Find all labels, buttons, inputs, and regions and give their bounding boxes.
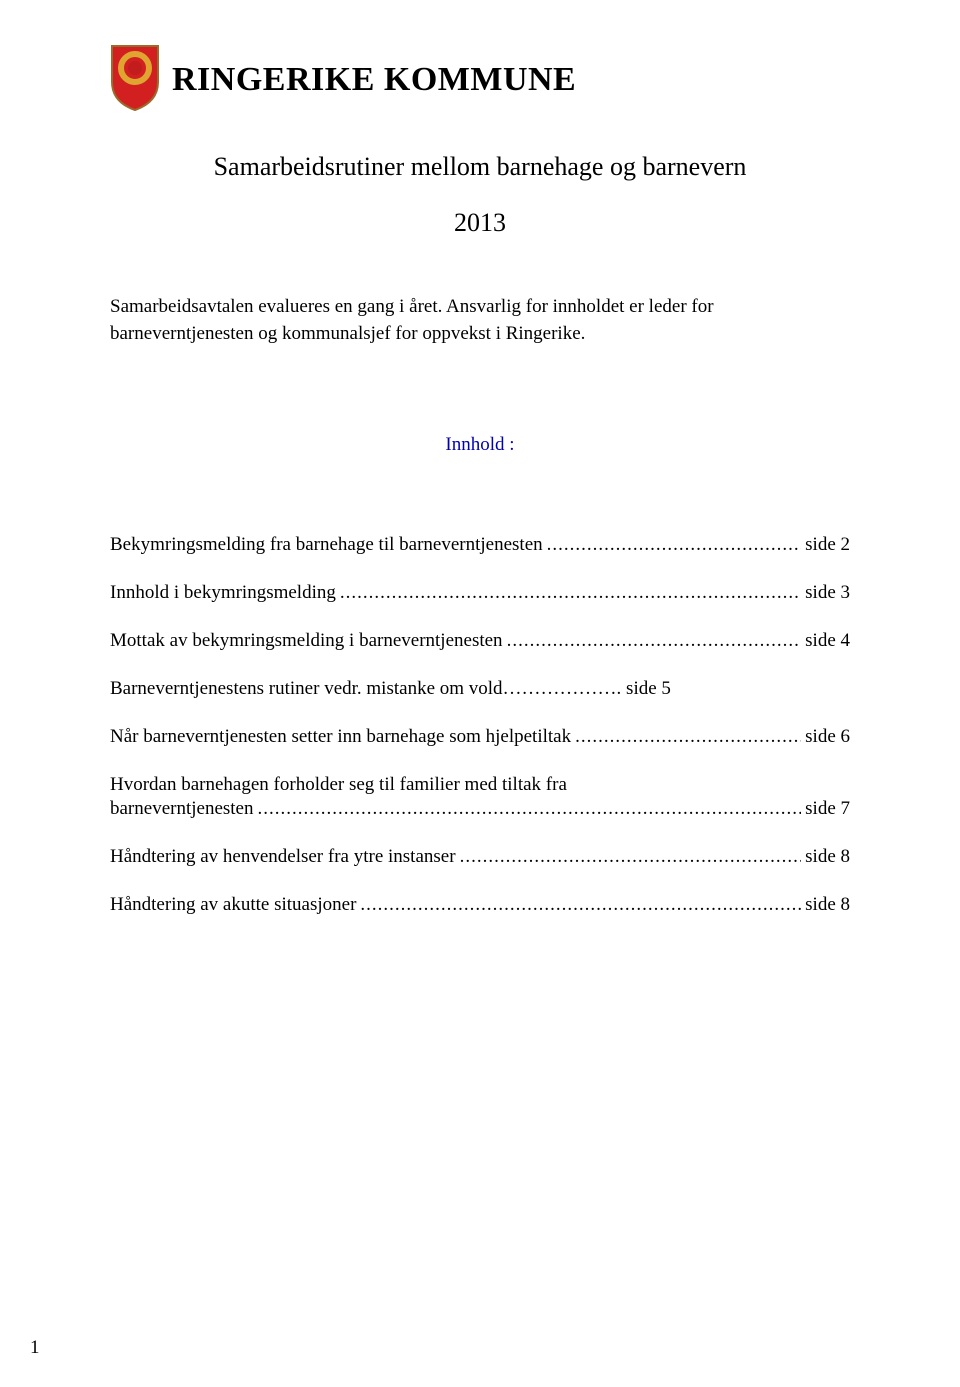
toc-page: side 3 [805, 582, 850, 604]
document-page: RINGERIKE KOMMUNE Samarbeidsrutiner mell… [0, 0, 960, 916]
toc-label: Mottak av bekymringsmelding i barnevernt… [110, 630, 503, 652]
page-title: RINGERIKE KOMMUNE [172, 60, 576, 99]
toc-row: Mottak av bekymringsmelding i barnevernt… [110, 630, 850, 652]
toc-page: side 4 [805, 630, 850, 652]
page-number: 1 [30, 1337, 40, 1359]
toc-label: Hvordan barnehagen forholder seg til fam… [110, 774, 567, 796]
toc-page: side 8 [805, 894, 850, 916]
toc-label: barneverntjenesten [110, 798, 253, 820]
toc-label: Barneverntjenestens rutiner vedr. mistan… [110, 678, 671, 700]
toc-row: Håndtering av henvendelser fra ytre inst… [110, 846, 850, 868]
toc-page: side 2 [805, 534, 850, 556]
toc-row: barneverntjenesten side 7 [110, 798, 850, 820]
toc-dots [360, 894, 801, 916]
year: 2013 [110, 208, 850, 238]
toc-dots [507, 630, 800, 652]
toc-dots [547, 534, 802, 556]
toc-page: side 8 [805, 846, 850, 868]
toc-row: Innhold i bekymringsmelding side 3 [110, 582, 850, 604]
toc-label: Håndtering av akutte situasjoner [110, 894, 356, 916]
toc-heading: Innhold : [110, 434, 850, 456]
toc-row: Hvordan barnehagen forholder seg til fam… [110, 774, 850, 796]
toc-label: Innhold i bekymringsmelding [110, 582, 336, 604]
toc-dots [575, 726, 801, 748]
table-of-contents: Bekymringsmelding fra barnehage til barn… [110, 534, 850, 916]
toc-row: Barneverntjenestens rutiner vedr. mistan… [110, 678, 850, 700]
toc-row: Bekymringsmelding fra barnehage til barn… [110, 534, 850, 556]
toc-dots [460, 846, 802, 868]
toc-page: side 7 [805, 798, 850, 820]
toc-dots [340, 582, 801, 604]
toc-row: Håndtering av akutte situasjoner side 8 [110, 894, 850, 916]
toc-dots [257, 798, 801, 820]
toc-label: Bekymringsmelding fra barnehage til barn… [110, 534, 543, 556]
toc-page: side 6 [805, 726, 850, 748]
subtitle: Samarbeidsrutiner mellom barnehage og ba… [110, 150, 850, 184]
toc-label: Håndtering av henvendelser fra ytre inst… [110, 846, 456, 868]
toc-label: Når barneverntjenesten setter inn barneh… [110, 726, 571, 748]
ringerike-logo [110, 44, 160, 112]
intro-paragraph: Samarbeidsavtalen evalueres en gang i år… [110, 294, 850, 348]
header-row: RINGERIKE KOMMUNE [110, 60, 850, 112]
toc-row: Når barneverntjenesten setter inn barneh… [110, 726, 850, 748]
